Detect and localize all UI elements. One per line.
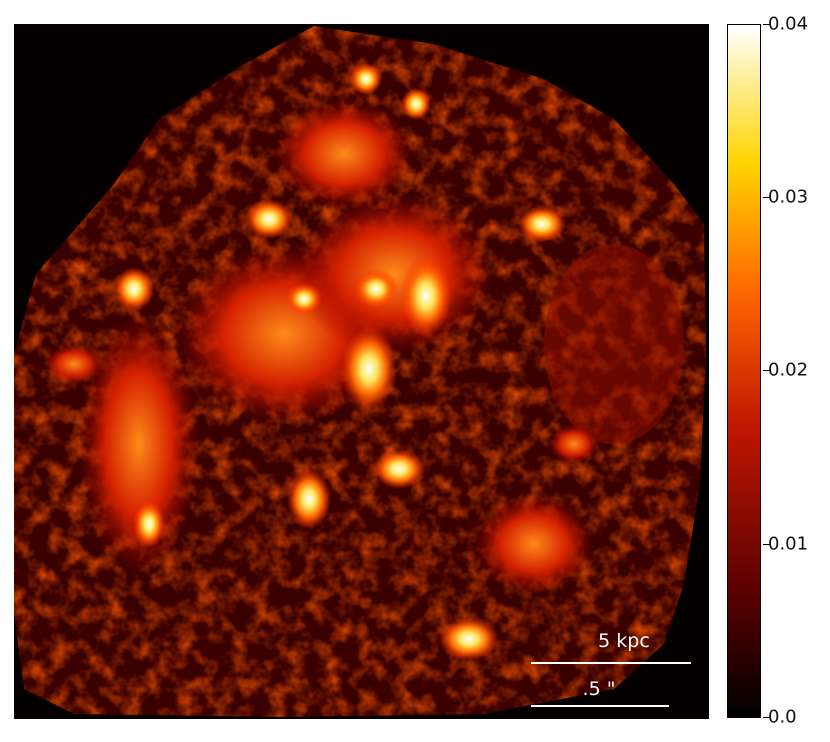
colorbar-tick — [763, 717, 771, 718]
colorbar-tick — [763, 370, 771, 371]
scale-bar-angular — [531, 705, 669, 707]
scale-bar-physical — [531, 662, 691, 664]
colorbar-tick — [763, 197, 771, 198]
intensity-map: 5 kpc .5 " — [14, 24, 709, 719]
colorbar-tick-label: 0.04 — [768, 13, 809, 35]
bright-emission-regions — [44, 63, 684, 661]
intensity-map-image — [14, 26, 706, 717]
colorbar — [727, 24, 761, 718]
colorbar-tick-label: 0.01 — [768, 533, 809, 555]
colorbar-tick — [763, 24, 771, 25]
colorbar-tick-label: 0.02 — [768, 359, 809, 381]
colorbar-tick-label: 0.03 — [768, 186, 809, 208]
scale-bar-physical-label: 5 kpc — [598, 630, 650, 652]
scale-bar-angular-label: .5 " — [582, 678, 616, 700]
colorbar-tick-label: 0.0 — [768, 706, 797, 728]
colorbar-tick — [763, 544, 771, 545]
